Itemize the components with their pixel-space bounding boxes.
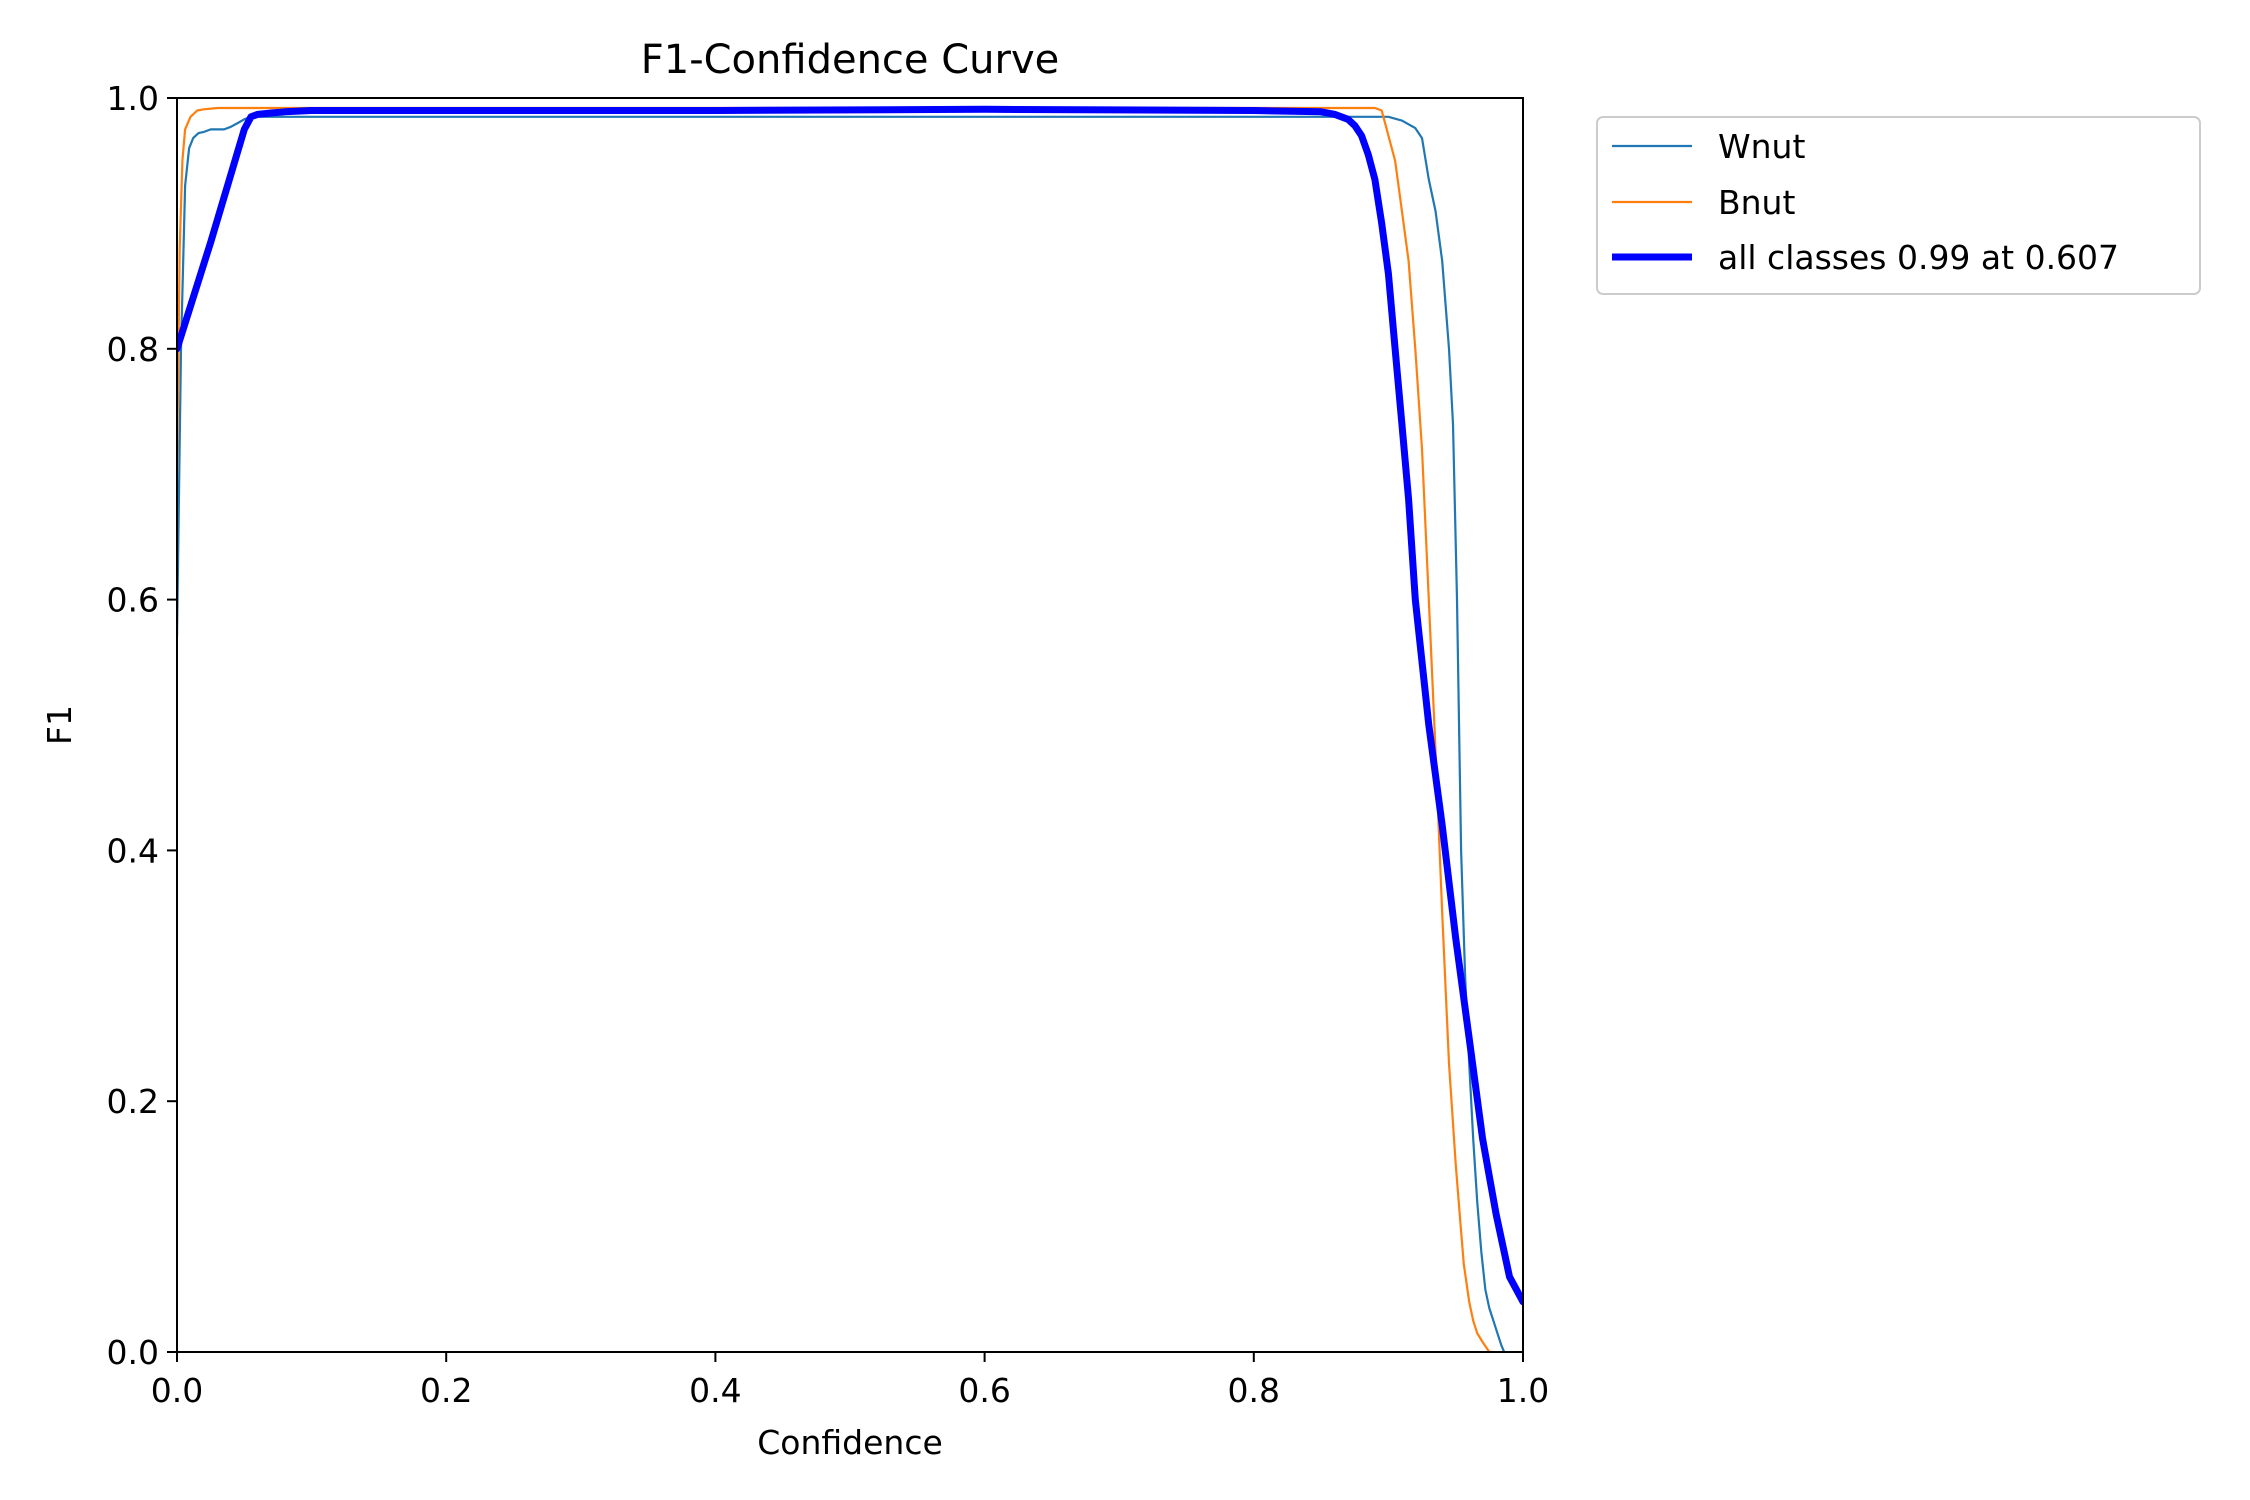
series-layer xyxy=(177,105,1523,1352)
x-tick-label: 0.8 xyxy=(1228,1371,1280,1410)
x-tick-label: 0.6 xyxy=(958,1371,1010,1410)
series-line-2 xyxy=(177,105,1523,1306)
x-axis-ticks: 0.0 0.2 0.4 0.6 0.8 1.0 xyxy=(151,1352,1549,1410)
legend-label-all-classes: all classes 0.99 at 0.607 xyxy=(1718,238,2119,277)
y-tick-label: 0.2 xyxy=(107,1082,159,1121)
x-tick-label: 1.0 xyxy=(1497,1371,1549,1410)
series-line-1 xyxy=(177,106,1495,1352)
y-tick-label: 1.0 xyxy=(107,79,159,118)
x-tick-label: 0.4 xyxy=(689,1371,741,1410)
series-line-0 xyxy=(177,115,1506,1352)
x-axis-label: Confidence xyxy=(757,1423,943,1462)
chart-title: F1-Confidence Curve xyxy=(641,37,1060,83)
y-tick-label: 0.8 xyxy=(107,330,159,369)
x-tick-label: 0.2 xyxy=(420,1371,472,1410)
plot-frame xyxy=(176,97,1524,1353)
y-tick-label: 0.6 xyxy=(107,581,159,620)
y-axis-label: F1 xyxy=(40,705,79,745)
legend-box xyxy=(1596,116,2201,295)
legend: Wnut Bnut all classes 0.99 at 0.607 xyxy=(1596,116,2201,295)
x-tick-label: 0.0 xyxy=(151,1371,203,1410)
y-axis-ticks: 0.0 0.2 0.4 0.6 0.8 1.0 xyxy=(107,79,177,1372)
y-tick-label: 0.4 xyxy=(107,831,159,870)
y-tick-label: 0.0 xyxy=(107,1333,159,1372)
legend-label-bnut: Bnut xyxy=(1718,183,1795,222)
legend-label-wnut: Wnut xyxy=(1718,127,1805,166)
